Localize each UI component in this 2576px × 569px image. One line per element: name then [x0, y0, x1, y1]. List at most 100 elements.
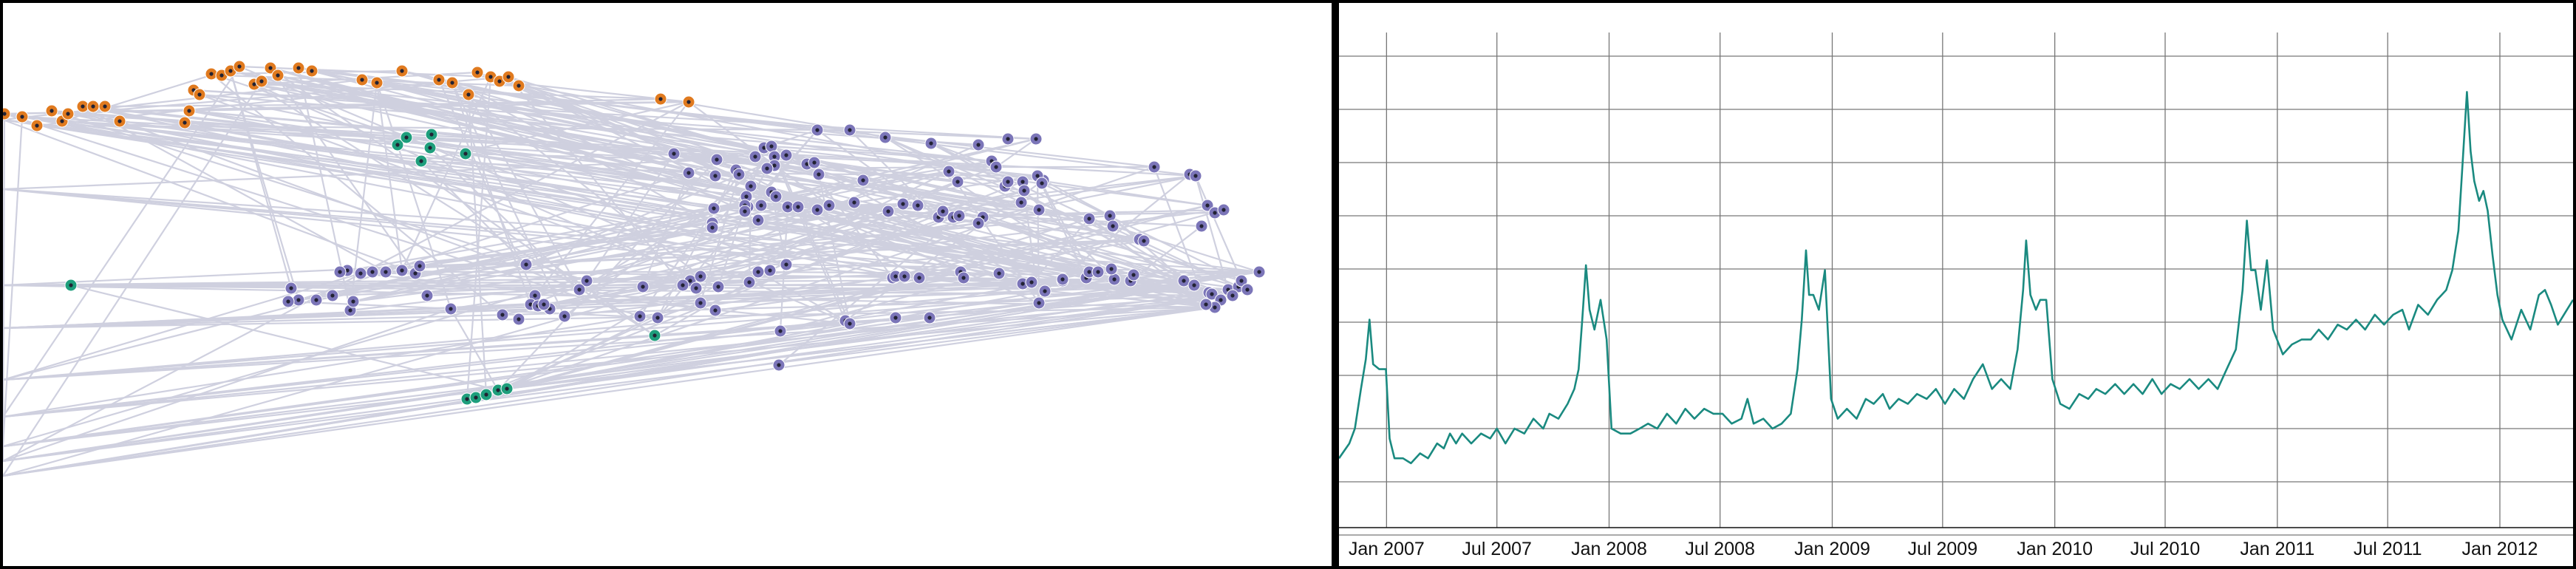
graph-edge	[450, 308, 499, 391]
purple-node	[889, 311, 902, 324]
teal-node	[459, 147, 472, 160]
purple-node	[856, 174, 870, 187]
orange-node	[86, 100, 100, 113]
graph-edge	[3, 294, 1233, 463]
graph-edge	[518, 85, 762, 206]
purple-node	[811, 203, 824, 217]
purple-node	[1083, 265, 1096, 279]
purple-node	[1127, 268, 1140, 282]
orange-node	[682, 95, 695, 109]
graph-edge	[375, 82, 403, 271]
graph-edge	[375, 82, 399, 146]
teal-node	[469, 391, 483, 404]
graph-edge	[3, 118, 1233, 297]
x-tick-label: Jan 2007	[1349, 539, 1425, 559]
purple-node	[333, 265, 347, 279]
purple-node	[1025, 276, 1038, 289]
purple-node	[749, 150, 762, 163]
graph-edge	[451, 82, 532, 305]
purple-node	[1189, 169, 1202, 183]
graph-edge	[270, 67, 1046, 293]
graph-edge	[3, 188, 1216, 309]
x-axis: Jan 2007 Jul 2007 Jan 2008 Jul 2008 Jan 2009…	[1339, 527, 2573, 559]
graph-edge	[564, 275, 905, 318]
graph-edge	[21, 115, 772, 194]
purple-node	[738, 205, 752, 218]
graph-edge	[3, 66, 240, 418]
graph-edge	[82, 105, 920, 279]
purple-node	[1035, 177, 1049, 190]
purple-node	[354, 267, 367, 280]
graph-edge	[771, 145, 992, 163]
orange-node	[45, 104, 58, 117]
purple-node	[512, 313, 525, 326]
orange-node	[355, 73, 369, 86]
purple-node	[1235, 274, 1248, 287]
purple-node	[1105, 262, 1118, 276]
graph-edge	[3, 284, 1195, 381]
purple-node	[1032, 296, 1046, 310]
graph-edge	[930, 142, 997, 168]
purple-node	[689, 282, 703, 295]
graph-edge	[885, 137, 1099, 273]
graph-edge	[534, 101, 689, 296]
purple-node	[811, 123, 824, 137]
purple-node	[808, 156, 821, 169]
purple-node	[882, 205, 895, 218]
line-chart: Jan 2007 Jul 2007 Jan 2008 Jul 2008 Jan 2009…	[1339, 33, 2573, 559]
purple-node	[791, 200, 805, 214]
teal-node	[500, 382, 514, 395]
orange-node	[113, 115, 126, 128]
graph-edge	[982, 216, 1216, 309]
purple-node	[924, 137, 938, 150]
graph-edge	[467, 94, 488, 395]
graph-edge	[3, 294, 1233, 477]
teal-node	[391, 138, 404, 151]
graph-edge	[3, 113, 6, 447]
orange-node	[30, 119, 44, 132]
teal-node	[460, 392, 474, 406]
graph-edge	[3, 270, 1260, 418]
graph-edge	[771, 145, 1233, 297]
graph-edge	[70, 284, 499, 392]
purple-node	[1029, 132, 1043, 146]
graph-edge	[3, 284, 1195, 477]
purple-node	[1038, 284, 1052, 298]
purple-node	[1226, 289, 1239, 302]
purple-node	[774, 324, 787, 338]
graph-edge	[415, 263, 527, 275]
orange-node	[271, 69, 284, 82]
purple-node	[1001, 132, 1015, 146]
graph-edge	[3, 299, 317, 381]
purple-node	[676, 279, 689, 292]
teal-node	[64, 279, 78, 292]
graph-edge	[261, 80, 1114, 228]
purple-node	[1205, 287, 1219, 301]
purple-node	[972, 217, 985, 230]
graph-edge	[3, 294, 1233, 330]
purple-node	[651, 311, 664, 324]
purple-node	[822, 199, 836, 212]
graph-edge	[995, 138, 1037, 168]
orange-node	[3, 107, 11, 120]
purple-node	[780, 258, 793, 271]
orange-node	[471, 66, 484, 79]
graph-edge	[3, 306, 1216, 477]
graph-edge	[3, 284, 1195, 330]
purple-node	[633, 310, 647, 323]
x-tick-label: Jul 2010	[2130, 539, 2201, 559]
network-graph-panel	[3, 3, 1332, 566]
purple-node	[519, 258, 533, 271]
purple-node	[780, 149, 793, 162]
purple-node	[292, 293, 305, 307]
purple-node	[282, 295, 295, 308]
purple-node	[284, 282, 298, 295]
purple-node	[537, 298, 551, 311]
purple-node	[772, 358, 786, 372]
orange-node	[178, 116, 191, 129]
orange-node	[233, 60, 246, 73]
purple-node	[879, 131, 892, 144]
graph-edge	[452, 81, 787, 157]
series-line	[1339, 91, 2573, 465]
purple-node	[709, 304, 722, 317]
